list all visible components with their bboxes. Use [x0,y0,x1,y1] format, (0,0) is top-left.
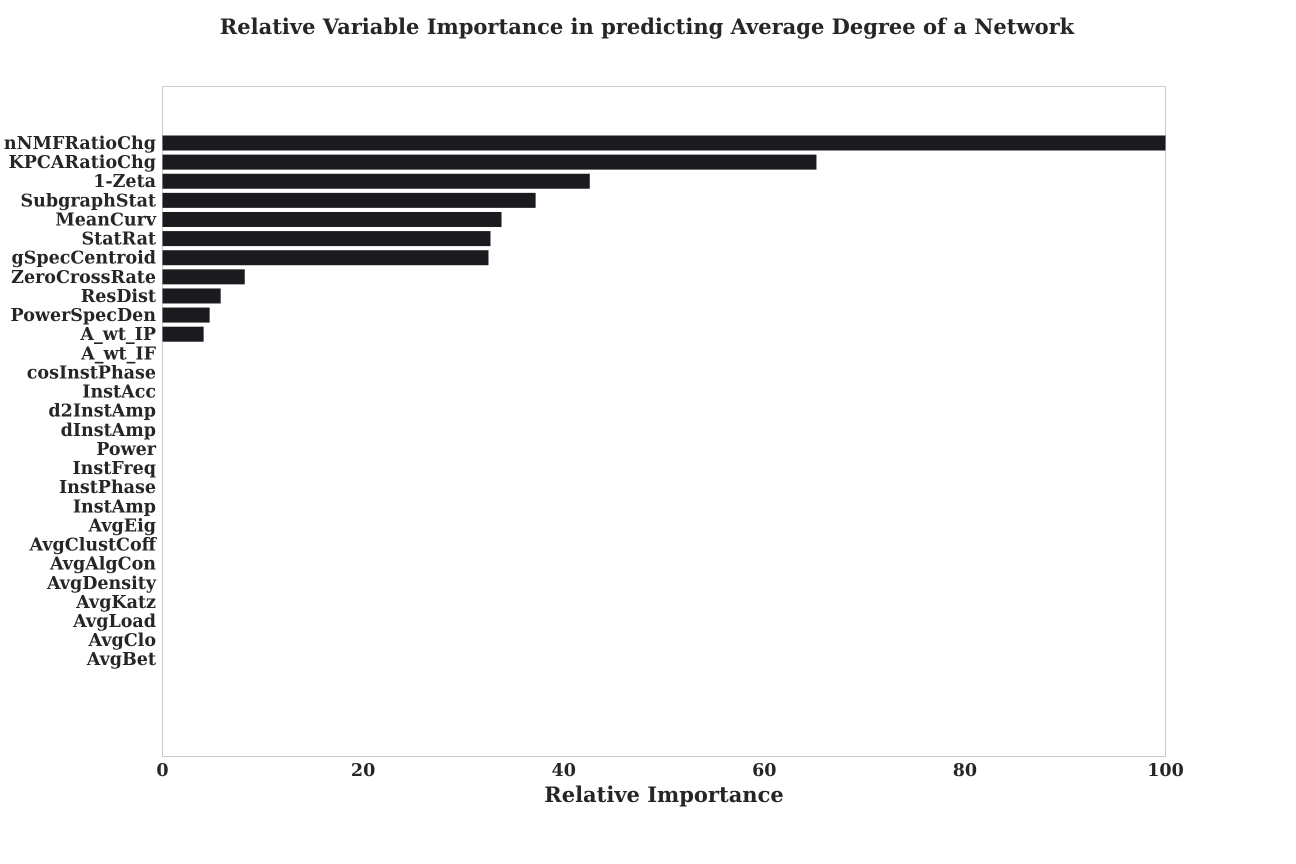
x-tick-label: 60 [752,761,776,781]
x-tick-label: 80 [953,761,977,781]
y-tick-label: AvgLoad [72,612,156,632]
x-tick-label: 0 [156,761,168,781]
y-tick-label: gSpecCentroid [11,249,156,269]
bar-7 [162,269,245,285]
y-tick-label: InstFreq [72,459,156,479]
x-axis-label: Relative Importance [544,782,783,807]
y-tick-label: ZeroCrossRate [11,268,156,288]
y-tick-label: StatRat [81,230,156,250]
y-tick-label: AvgDensity [46,574,157,594]
y-tick-labels: nNMFRatioChgKPCARatioChg1-ZetaSubgraphSt… [4,134,158,670]
chart-title: Relative Variable Importance in predicti… [220,14,1075,39]
bars [162,135,1166,342]
bar-2 [162,173,590,189]
y-tick-label: AvgBet [86,650,156,670]
y-tick-label: InstAmp [73,497,156,517]
y-tick-label: MeanCurv [55,210,156,230]
bar-5 [162,231,491,247]
x-tick-label: 20 [351,761,375,781]
y-tick-label: A_wt_IP [79,325,156,345]
y-tick-label: A_wt_IF [80,344,156,364]
y-tick-label: dInstAmp [61,421,156,441]
y-tick-label: nNMFRatioChg [4,134,156,154]
y-tick-label: cosInstPhase [27,363,156,383]
y-tick-label: ResDist [81,287,156,307]
y-tick-label: 1-Zeta [93,172,156,192]
y-tick-label: InstPhase [59,478,156,498]
bar-3 [162,192,536,208]
bar-8 [162,288,221,304]
bar-4 [162,211,502,227]
x-tick-labels: 0 20 40 60 80 100 [156,761,1183,781]
y-tick-label: AvgClo [87,631,156,651]
bar-6 [162,250,489,266]
bar-10 [162,326,204,342]
y-tick-label: InstAcc [82,383,156,403]
x-tick-label: 100 [1147,761,1184,781]
y-tick-label: AvgKatz [75,593,156,613]
y-tick-label: Power [96,440,157,460]
y-tick-label: SubgraphStat [21,191,157,211]
y-tick-label: d2InstAmp [48,402,156,422]
y-tick-label: AvgEig [88,516,157,536]
bar-9 [162,307,210,323]
bar-0 [162,135,1166,151]
y-tick-label: AvgClustCoff [29,536,158,556]
y-tick-label: KPCARatioChg [9,153,156,173]
bar-1 [162,154,817,170]
x-tick-label: 40 [552,761,576,781]
y-tick-label: AvgAlgCon [49,555,156,575]
y-tick-label: PowerSpecDen [11,306,157,326]
